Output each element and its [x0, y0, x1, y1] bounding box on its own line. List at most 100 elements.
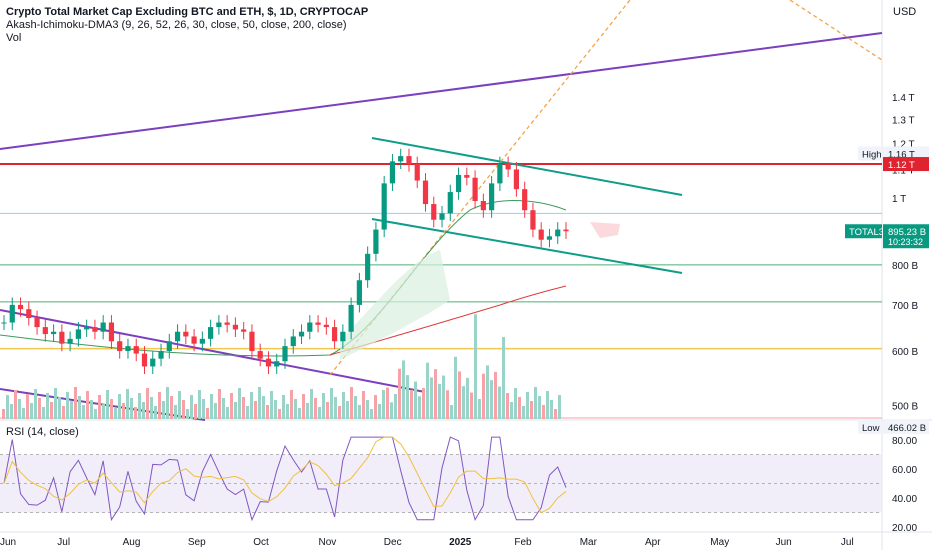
- price-tag-value: 1.12 T: [888, 160, 915, 171]
- volume-bar: [530, 401, 533, 419]
- volume-bar: [66, 392, 69, 419]
- volume-bar: [230, 393, 233, 419]
- volume-bar: [366, 400, 369, 419]
- volume-bar: [446, 390, 449, 419]
- volume-bar: [34, 389, 37, 419]
- volume-bar: [278, 409, 281, 419]
- candle-body: [17, 304, 24, 310]
- volume-bar: [326, 402, 329, 419]
- volume-bar: [154, 406, 157, 419]
- volume-bar: [254, 401, 257, 419]
- volume-bar: [166, 387, 169, 419]
- chart-title: Crypto Total Market Cap Excluding BTC an…: [6, 6, 369, 18]
- candle-body: [1, 322, 7, 324]
- volume-bar: [522, 406, 525, 419]
- volume-bar: [538, 396, 541, 419]
- volume-bar: [414, 381, 417, 419]
- volume-bar: [218, 389, 221, 419]
- price-tag-label-bg: [845, 224, 882, 239]
- time-tick-label: Feb: [514, 537, 532, 548]
- price-tag-value: 1.16 T: [888, 150, 915, 161]
- volume-bar: [466, 377, 469, 419]
- volume-bar: [270, 391, 273, 419]
- time-tick-label: Oct: [253, 537, 269, 548]
- volume-bar: [386, 387, 389, 419]
- volume-bar: [442, 375, 445, 419]
- volume-bar: [470, 392, 473, 419]
- candle-body: [530, 210, 536, 230]
- volume-bar: [190, 395, 193, 419]
- price-tag: Low 466.02 B: [858, 419, 929, 434]
- volume-bar: [350, 387, 353, 419]
- volume-bar: [486, 365, 489, 419]
- downtrend-upper: [0, 309, 426, 393]
- volume-bar: [198, 390, 201, 419]
- rsi-line: [3, 436, 567, 522]
- price-tag: High 1.16 T: [858, 146, 929, 161]
- volume-bar: [422, 388, 425, 419]
- volume-bar: [18, 399, 21, 419]
- candle-body: [249, 331, 255, 352]
- volume-bar: [474, 314, 477, 419]
- volume-bar: [186, 409, 189, 419]
- candle-body: [472, 177, 478, 202]
- candle-body: [497, 164, 503, 184]
- volume-bar: [402, 360, 405, 419]
- volume-bar: [50, 402, 53, 419]
- volume-label: Vol: [6, 32, 22, 44]
- candle-body: [84, 327, 90, 330]
- candle-body: [150, 358, 156, 367]
- volume-bar: [194, 404, 197, 419]
- candle-body: [34, 318, 40, 328]
- candle-body: [365, 253, 371, 281]
- volume-bar: [226, 407, 229, 419]
- volume-bar: [334, 397, 337, 419]
- candle-body: [208, 327, 214, 339]
- volume-bar: [494, 371, 497, 419]
- volume-bar: [106, 390, 109, 419]
- candle-body: [307, 322, 313, 332]
- volume-bar: [434, 369, 437, 419]
- volume-bar: [478, 399, 481, 419]
- time-tick-label: Aug: [123, 537, 141, 548]
- candle-body: [274, 361, 280, 367]
- candle-body: [331, 327, 338, 342]
- candle-body: [199, 338, 205, 344]
- volume-bar: [406, 375, 409, 419]
- volume-bar: [318, 407, 321, 419]
- time-tick-label: 2025: [449, 537, 472, 548]
- volume-bars: [2, 314, 561, 419]
- volume-bar: [510, 402, 513, 419]
- volume-bar: [266, 405, 269, 419]
- candle-body: [92, 327, 98, 332]
- volume-bar: [158, 392, 161, 419]
- volume-bar: [554, 409, 557, 419]
- volume-bar: [274, 400, 277, 419]
- volume-bar: [142, 402, 145, 419]
- volume-bar: [294, 399, 297, 419]
- volume-bar: [118, 394, 121, 419]
- volume-bar: [306, 403, 309, 419]
- candle-body: [117, 341, 123, 352]
- price-tag-bg: [883, 224, 929, 249]
- volume-bar: [2, 409, 5, 419]
- volume-bar: [370, 409, 373, 419]
- rsi-tick-label: 20.00: [892, 523, 917, 534]
- time-tick-label: Sep: [188, 537, 206, 548]
- volume-bar: [90, 400, 93, 419]
- volume-bar: [550, 400, 553, 419]
- volume-bar: [502, 337, 505, 419]
- volume-bar: [54, 388, 57, 419]
- candle-body: [505, 164, 511, 170]
- volume-bar: [46, 393, 49, 419]
- volume-bar: [214, 403, 217, 419]
- volume-bar: [6, 395, 9, 419]
- candle-body: [422, 180, 429, 205]
- volume-bar: [362, 391, 365, 419]
- volume-bar: [26, 394, 29, 419]
- candle-body: [50, 331, 57, 335]
- candle-body: [108, 322, 115, 342]
- candle-body: [174, 331, 181, 342]
- candle-body: [100, 322, 106, 332]
